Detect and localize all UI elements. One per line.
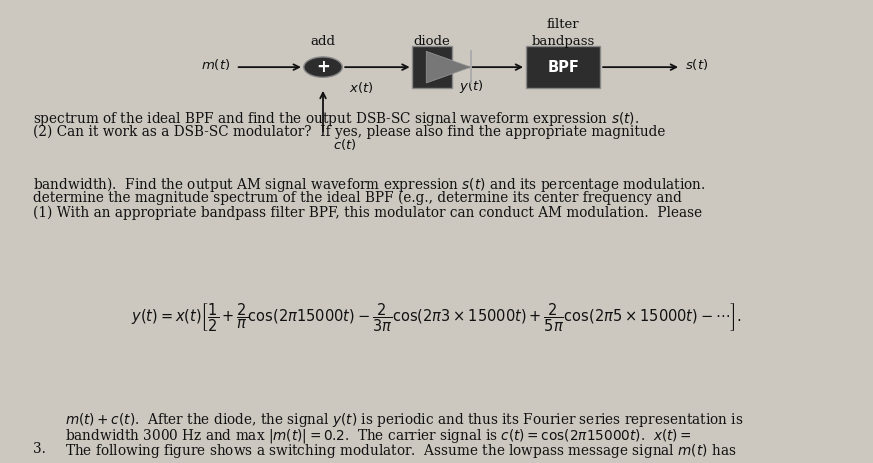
Text: bandwidth 3000 Hz and max $|m(t)| = 0.2$.  The carrier signal is $c(t) = \cos(2\: bandwidth 3000 Hz and max $|m(t)| = 0.2$… xyxy=(65,427,692,444)
Text: bandpass: bandpass xyxy=(532,35,595,48)
Text: $y(t) = x(t)\left[\dfrac{1}{2} + \dfrac{2}{\pi}\cos(2\pi 15000t) - \dfrac{2}{3\p: $y(t) = x(t)\left[\dfrac{1}{2} + \dfrac{… xyxy=(131,301,742,333)
Text: add: add xyxy=(311,35,335,48)
Text: filter: filter xyxy=(546,18,580,31)
Text: diode: diode xyxy=(414,35,450,48)
Text: bandwidth).  Find the output AM signal waveform expression $s(t)$ and its percen: bandwidth). Find the output AM signal wa… xyxy=(33,175,705,194)
Text: +: + xyxy=(316,58,330,76)
Text: The following figure shows a switching modulator.  Assume the lowpass message si: The following figure shows a switching m… xyxy=(65,442,737,460)
Text: $s(t)$: $s(t)$ xyxy=(685,57,709,72)
Polygon shape xyxy=(304,57,342,77)
Text: $m(t)+c(t)$.  After the diode, the signal $y(t)$ is periodic and thus its Fourie: $m(t)+c(t)$. After the diode, the signal… xyxy=(65,411,744,429)
Text: (2) Can it work as a DSB-SC modulator?  If yes, please also find the appropriate: (2) Can it work as a DSB-SC modulator? I… xyxy=(33,125,665,139)
FancyBboxPatch shape xyxy=(526,46,601,88)
Text: $x(t)$: $x(t)$ xyxy=(349,80,374,95)
Text: $m(t)$: $m(t)$ xyxy=(201,57,230,72)
Text: $y(t)$: $y(t)$ xyxy=(459,78,484,95)
Text: $c(t)$: $c(t)$ xyxy=(333,137,357,151)
FancyBboxPatch shape xyxy=(413,46,452,88)
Text: (1) With an appropriate bandpass filter BPF, this modulator can conduct AM modul: (1) With an appropriate bandpass filter … xyxy=(33,206,702,220)
Text: 3.: 3. xyxy=(33,442,46,456)
Text: spectrum of the ideal BPF and find the output DSB-SC signal waveform expression : spectrum of the ideal BPF and find the o… xyxy=(33,110,639,127)
Text: determine the magnitude spectrum of the ideal BPF (e.g., determine its center fr: determine the magnitude spectrum of the … xyxy=(33,191,682,205)
Text: BPF: BPF xyxy=(547,60,579,75)
Polygon shape xyxy=(426,51,471,83)
